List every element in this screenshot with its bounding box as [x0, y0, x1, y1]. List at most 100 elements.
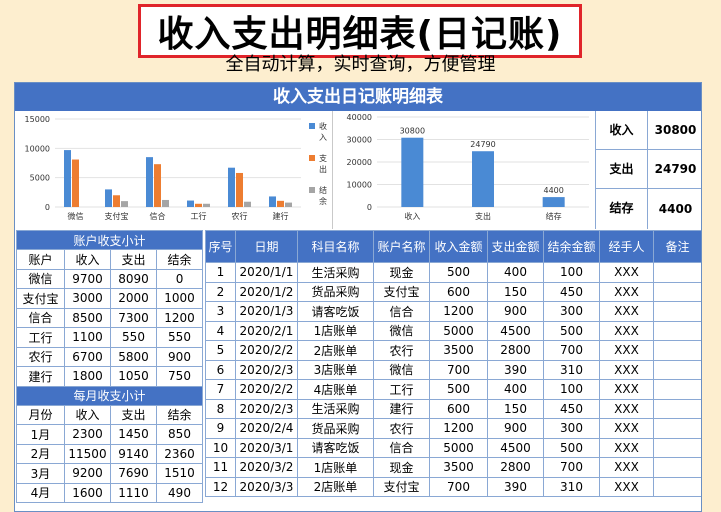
ledger-cell[interactable]: 400 — [487, 262, 544, 283]
ledger-cell[interactable]: XXX — [599, 437, 654, 458]
table-cell[interactable]: 1450 — [110, 424, 157, 445]
ledger-cell[interactable]: 100 — [543, 379, 600, 400]
ledger-cell[interactable]: XXX — [599, 320, 654, 341]
ledger-cell[interactable]: 2店账单 — [297, 340, 374, 361]
table-cell[interactable]: 1800 — [64, 366, 111, 387]
ledger-cell[interactable]: 2020/1/2 — [235, 281, 298, 302]
ledger-cell[interactable]: 2020/3/1 — [235, 437, 298, 458]
ledger-cell[interactable]: 700 — [429, 476, 488, 497]
ledger-cell[interactable]: 100 — [543, 262, 600, 283]
table-cell[interactable]: 2360 — [155, 443, 204, 464]
table-cell[interactable]: 微信 — [16, 268, 65, 289]
ledger-cell[interactable]: 4500 — [487, 437, 544, 458]
ledger-cell[interactable]: 1 — [205, 262, 236, 283]
ledger-cell[interactable]: 10 — [205, 437, 236, 458]
ledger-cell[interactable]: 现金 — [373, 457, 430, 478]
ledger-cell[interactable]: 150 — [487, 281, 544, 302]
ledger-cell[interactable]: 2020/2/2 — [235, 379, 298, 400]
ledger-cell[interactable]: 300 — [543, 301, 600, 322]
ledger-cell[interactable]: 11 — [205, 457, 236, 478]
ledger-cell[interactable]: 2020/3/2 — [235, 457, 298, 478]
table-cell[interactable]: 9200 — [64, 463, 111, 484]
table-cell[interactable]: 850 — [155, 424, 204, 445]
ledger-cell[interactable]: 4店账单 — [297, 379, 374, 400]
table-cell[interactable]: 7690 — [110, 463, 157, 484]
ledger-cell[interactable] — [653, 457, 701, 478]
ledger-cell[interactable]: 500 — [429, 262, 488, 283]
ledger-cell[interactable]: XXX — [599, 262, 654, 283]
ledger-cell[interactable]: XXX — [599, 281, 654, 302]
table-cell[interactable]: 信合 — [16, 307, 65, 328]
ledger-cell[interactable]: 1200 — [429, 301, 488, 322]
ledger-cell[interactable]: 2店账单 — [297, 476, 374, 497]
table-cell[interactable]: 8090 — [110, 268, 157, 289]
table-cell[interactable]: 3000 — [64, 288, 111, 309]
table-cell[interactable]: 5800 — [110, 346, 157, 367]
table-cell[interactable]: 6700 — [64, 346, 111, 367]
ledger-cell[interactable]: 500 — [429, 379, 488, 400]
ledger-cell[interactable] — [653, 359, 701, 380]
ledger-cell[interactable]: XXX — [599, 418, 654, 439]
table-cell[interactable]: 11500 — [64, 443, 111, 464]
table-cell[interactable]: 8500 — [64, 307, 111, 328]
ledger-cell[interactable]: 2020/1/3 — [235, 301, 298, 322]
ledger-cell[interactable]: 农行 — [373, 418, 430, 439]
ledger-cell[interactable]: 5000 — [429, 320, 488, 341]
table-cell[interactable]: 1100 — [64, 327, 111, 348]
ledger-cell[interactable]: 生活采购 — [297, 262, 374, 283]
table-cell[interactable]: 550 — [110, 327, 157, 348]
ledger-cell[interactable]: 300 — [543, 418, 600, 439]
ledger-cell[interactable]: 7 — [205, 379, 236, 400]
ledger-cell[interactable] — [653, 301, 701, 322]
table-cell[interactable]: 900 — [155, 346, 204, 367]
ledger-cell[interactable]: 货品采购 — [297, 418, 374, 439]
ledger-cell[interactable]: 450 — [543, 281, 600, 302]
ledger-cell[interactable]: XXX — [599, 457, 654, 478]
table-cell[interactable]: 4月 — [16, 482, 65, 503]
table-cell[interactable]: 2000 — [110, 288, 157, 309]
ledger-cell[interactable]: 现金 — [373, 262, 430, 283]
table-cell[interactable]: 支付宝 — [16, 288, 65, 309]
table-cell[interactable]: 1050 — [110, 366, 157, 387]
ledger-cell[interactable]: 3 — [205, 301, 236, 322]
table-cell[interactable]: 550 — [155, 327, 204, 348]
ledger-cell[interactable] — [653, 281, 701, 302]
ledger-cell[interactable]: 信合 — [373, 437, 430, 458]
table-cell[interactable]: 2300 — [64, 424, 111, 445]
ledger-cell[interactable]: 8 — [205, 398, 236, 419]
ledger-cell[interactable] — [653, 379, 701, 400]
table-cell[interactable]: 9140 — [110, 443, 157, 464]
ledger-cell[interactable]: 390 — [487, 359, 544, 380]
ledger-cell[interactable]: 900 — [487, 418, 544, 439]
ledger-cell[interactable]: XXX — [599, 398, 654, 419]
ledger-cell[interactable]: 3500 — [429, 457, 488, 478]
ledger-cell[interactable]: 2020/1/1 — [235, 262, 298, 283]
ledger-cell[interactable]: 700 — [543, 457, 600, 478]
ledger-cell[interactable]: 2800 — [487, 457, 544, 478]
ledger-cell[interactable] — [653, 437, 701, 458]
ledger-cell[interactable]: 700 — [429, 359, 488, 380]
ledger-cell[interactable]: 400 — [487, 379, 544, 400]
ledger-cell[interactable]: 2020/2/3 — [235, 398, 298, 419]
ledger-cell[interactable] — [653, 418, 701, 439]
ledger-cell[interactable]: 500 — [543, 437, 600, 458]
ledger-cell[interactable]: 500 — [543, 320, 600, 341]
ledger-cell[interactable]: 建行 — [373, 398, 430, 419]
ledger-cell[interactable]: 支付宝 — [373, 281, 430, 302]
ledger-cell[interactable]: 信合 — [373, 301, 430, 322]
ledger-cell[interactable]: 4 — [205, 320, 236, 341]
ledger-cell[interactable]: 5000 — [429, 437, 488, 458]
ledger-cell[interactable]: 2020/3/3 — [235, 476, 298, 497]
table-cell[interactable]: 3月 — [16, 463, 65, 484]
ledger-cell[interactable]: XXX — [599, 379, 654, 400]
table-cell[interactable]: 490 — [155, 482, 204, 503]
ledger-cell[interactable] — [653, 340, 701, 361]
ledger-cell[interactable]: 390 — [487, 476, 544, 497]
ledger-cell[interactable]: XXX — [599, 301, 654, 322]
ledger-cell[interactable]: 2020/2/2 — [235, 340, 298, 361]
table-cell[interactable]: 1510 — [155, 463, 204, 484]
ledger-cell[interactable]: 12 — [205, 476, 236, 497]
table-cell[interactable]: 9700 — [64, 268, 111, 289]
ledger-cell[interactable]: 310 — [543, 359, 600, 380]
ledger-cell[interactable] — [653, 262, 701, 283]
